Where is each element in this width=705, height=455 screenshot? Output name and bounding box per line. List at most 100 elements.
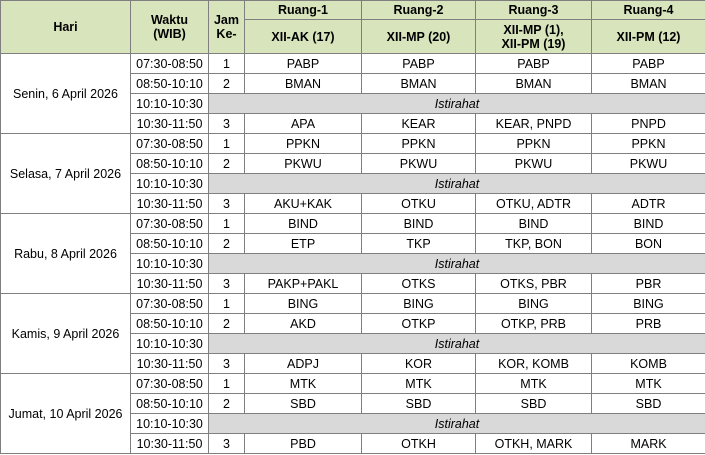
day-label: Rabu, 8 April 2026	[0, 213, 131, 294]
table-row: 10:30-11:50 3 PBD OTKH OTKH, MARK MARK	[1, 433, 705, 454]
subject-cell-room-3: BMAN	[475, 73, 592, 94]
jam-cell: 3	[208, 353, 245, 374]
subject-cell-room-4: PABP	[591, 53, 705, 74]
subject-cell-room-3: OTKS, PBR	[475, 273, 592, 294]
table-row: 10:30-11:50 3 APA KEAR KEAR, PNPD PNPD	[1, 113, 705, 134]
header-class-2: XII-MP (20)	[361, 19, 476, 54]
header-jam-line2: Ke-	[216, 27, 237, 41]
subject-cell-room-4: SBD	[591, 393, 705, 414]
time-cell: 07:30-08:50	[130, 213, 209, 234]
jam-cell: 3	[208, 113, 245, 134]
jam-cell: 3	[208, 193, 245, 214]
subject-cell-room-4: MTK	[591, 373, 705, 394]
time-cell: 10:10-10:30	[130, 93, 209, 114]
time-cell: 10:10-10:30	[130, 173, 209, 194]
subject-cell-room-4: MARK	[591, 433, 705, 454]
subject-cell-room-2: MTK	[361, 373, 476, 394]
table-row: 10:30-11:50 3 PAKP+PAKL OTKS OTKS, PBR PBR	[1, 273, 705, 294]
header-class-3: XII-MP (1), XII-PM (19)	[475, 19, 592, 54]
jam-cell: 2	[208, 153, 245, 174]
header-room-4: Ruang-4	[591, 0, 705, 20]
day-label: Senin, 6 April 2026	[0, 53, 131, 134]
subject-cell-room-1: PKWU	[244, 153, 362, 174]
subject-cell-room-2: KOR	[361, 353, 476, 374]
header-waktu-line2: (WIB)	[153, 27, 186, 41]
subject-cell-room-4: BMAN	[591, 73, 705, 94]
time-cell: 10:10-10:30	[130, 253, 209, 274]
time-cell: 08:50-10:10	[130, 233, 209, 254]
subject-cell-room-1: PAKP+PAKL	[244, 273, 362, 294]
header-class-4: XII-PM (12)	[591, 19, 705, 54]
subject-cell-room-3: SBD	[475, 393, 592, 414]
subject-cell-room-4: BON	[591, 233, 705, 254]
subject-cell-room-2: OTKH	[361, 433, 476, 454]
subject-cell-room-1: BMAN	[244, 73, 362, 94]
header-waktu-line1: Waktu	[150, 13, 189, 27]
subject-cell-room-3: OTKP, PRB	[475, 313, 592, 334]
time-cell: 08:50-10:10	[130, 73, 209, 94]
subject-cell-room-3: TKP, BON	[475, 233, 592, 254]
subject-cell-room-1: SBD	[244, 393, 362, 414]
header-jam: Jam Ke-	[208, 0, 245, 54]
time-cell: 10:10-10:30	[130, 333, 209, 354]
jam-cell: 3	[208, 433, 245, 454]
subject-cell-room-1: AKD	[244, 313, 362, 334]
time-cell: 07:30-08:50	[130, 373, 209, 394]
time-cell: 08:50-10:10	[130, 313, 209, 334]
subject-cell-room-3: BING	[475, 293, 592, 314]
subject-cell-room-1: ADPJ	[244, 353, 362, 374]
subject-cell-room-1: BIND	[244, 213, 362, 234]
subject-cell-room-1: ETP	[244, 233, 362, 254]
break-row: 10:10-10:30 Istirahat	[1, 413, 705, 434]
day-label: Selasa, 7 April 2026	[0, 133, 131, 214]
subject-cell-room-3: PABP	[475, 53, 592, 74]
subject-cell-room-1: BING	[244, 293, 362, 314]
break-cell: Istirahat	[208, 413, 705, 434]
subject-cell-room-4: BING	[591, 293, 705, 314]
header-class-3-line1: XII-MP (1),	[503, 22, 564, 37]
time-cell: 10:10-10:30	[130, 413, 209, 434]
subject-cell-room-1: AKU+KAK	[244, 193, 362, 214]
table-row: Jumat, 10 April 2026 07:30-08:50 1 MTK MTK MT…	[0, 373, 705, 454]
subject-cell-room-2: OTKP	[361, 313, 476, 334]
schedule-body: Senin, 6 April 2026 07:30-08:50 1 PABP PABP P…	[0, 53, 705, 454]
time-cell: 10:30-11:50	[130, 353, 209, 374]
jam-cell: 1	[208, 53, 245, 74]
subject-cell-room-2: TKP	[361, 233, 476, 254]
table-row: Selasa, 7 April 2026 07:30-08:50 1 PPKN PPKN…	[0, 133, 705, 214]
table-header: Hari Waktu (WIB) Jam Ke- Ruang-1 Ruang-2…	[0, 0, 705, 54]
header-jam-line1: Jam	[213, 13, 240, 27]
subject-cell-room-4: PRB	[591, 313, 705, 334]
day-label: Kamis, 9 April 2026	[0, 293, 131, 374]
subject-cell-room-4: PNPD	[591, 113, 705, 134]
header-hari: Hari	[0, 0, 131, 54]
break-row: 10:10-10:30 Istirahat	[1, 253, 705, 274]
subject-cell-room-2: OTKU	[361, 193, 476, 214]
subject-cell-room-1: MTK	[244, 373, 362, 394]
break-cell: Istirahat	[208, 333, 705, 354]
jam-cell: 2	[208, 313, 245, 334]
header-room-1: Ruang-1	[244, 0, 362, 20]
jam-cell: 1	[208, 133, 245, 154]
jam-cell: 3	[208, 273, 245, 294]
subject-cell-room-2: BIND	[361, 213, 476, 234]
time-cell: 10:30-11:50	[130, 113, 209, 134]
header-class-3-line2: XII-PM (19)	[501, 36, 566, 51]
subject-cell-room-4: PBR	[591, 273, 705, 294]
header-class-1: XII-AK (17)	[244, 19, 362, 54]
table-row: 10:30-11:50 3 AKU+KAK OTKU OTKU, ADTR ADTR	[1, 193, 705, 214]
header-room-3: Ruang-3	[475, 0, 592, 20]
subject-cell-room-2: BMAN	[361, 73, 476, 94]
subject-cell-room-2: OTKS	[361, 273, 476, 294]
subject-cell-room-2: PABP	[361, 53, 476, 74]
subject-cell-room-2: SBD	[361, 393, 476, 414]
header-waktu: Waktu (WIB)	[130, 0, 209, 54]
jam-cell: 1	[208, 293, 245, 314]
subject-cell-room-1: APA	[244, 113, 362, 134]
day-label: Jumat, 10 April 2026	[0, 373, 131, 454]
subject-cell-room-4: PPKN	[591, 133, 705, 154]
subject-cell-room-3: MTK	[475, 373, 592, 394]
table-row: Rabu, 8 April 2026 07:30-08:50 1 BIND BIND BI…	[0, 213, 705, 294]
subject-cell-room-4: KOMB	[591, 353, 705, 374]
time-cell: 07:30-08:50	[130, 133, 209, 154]
